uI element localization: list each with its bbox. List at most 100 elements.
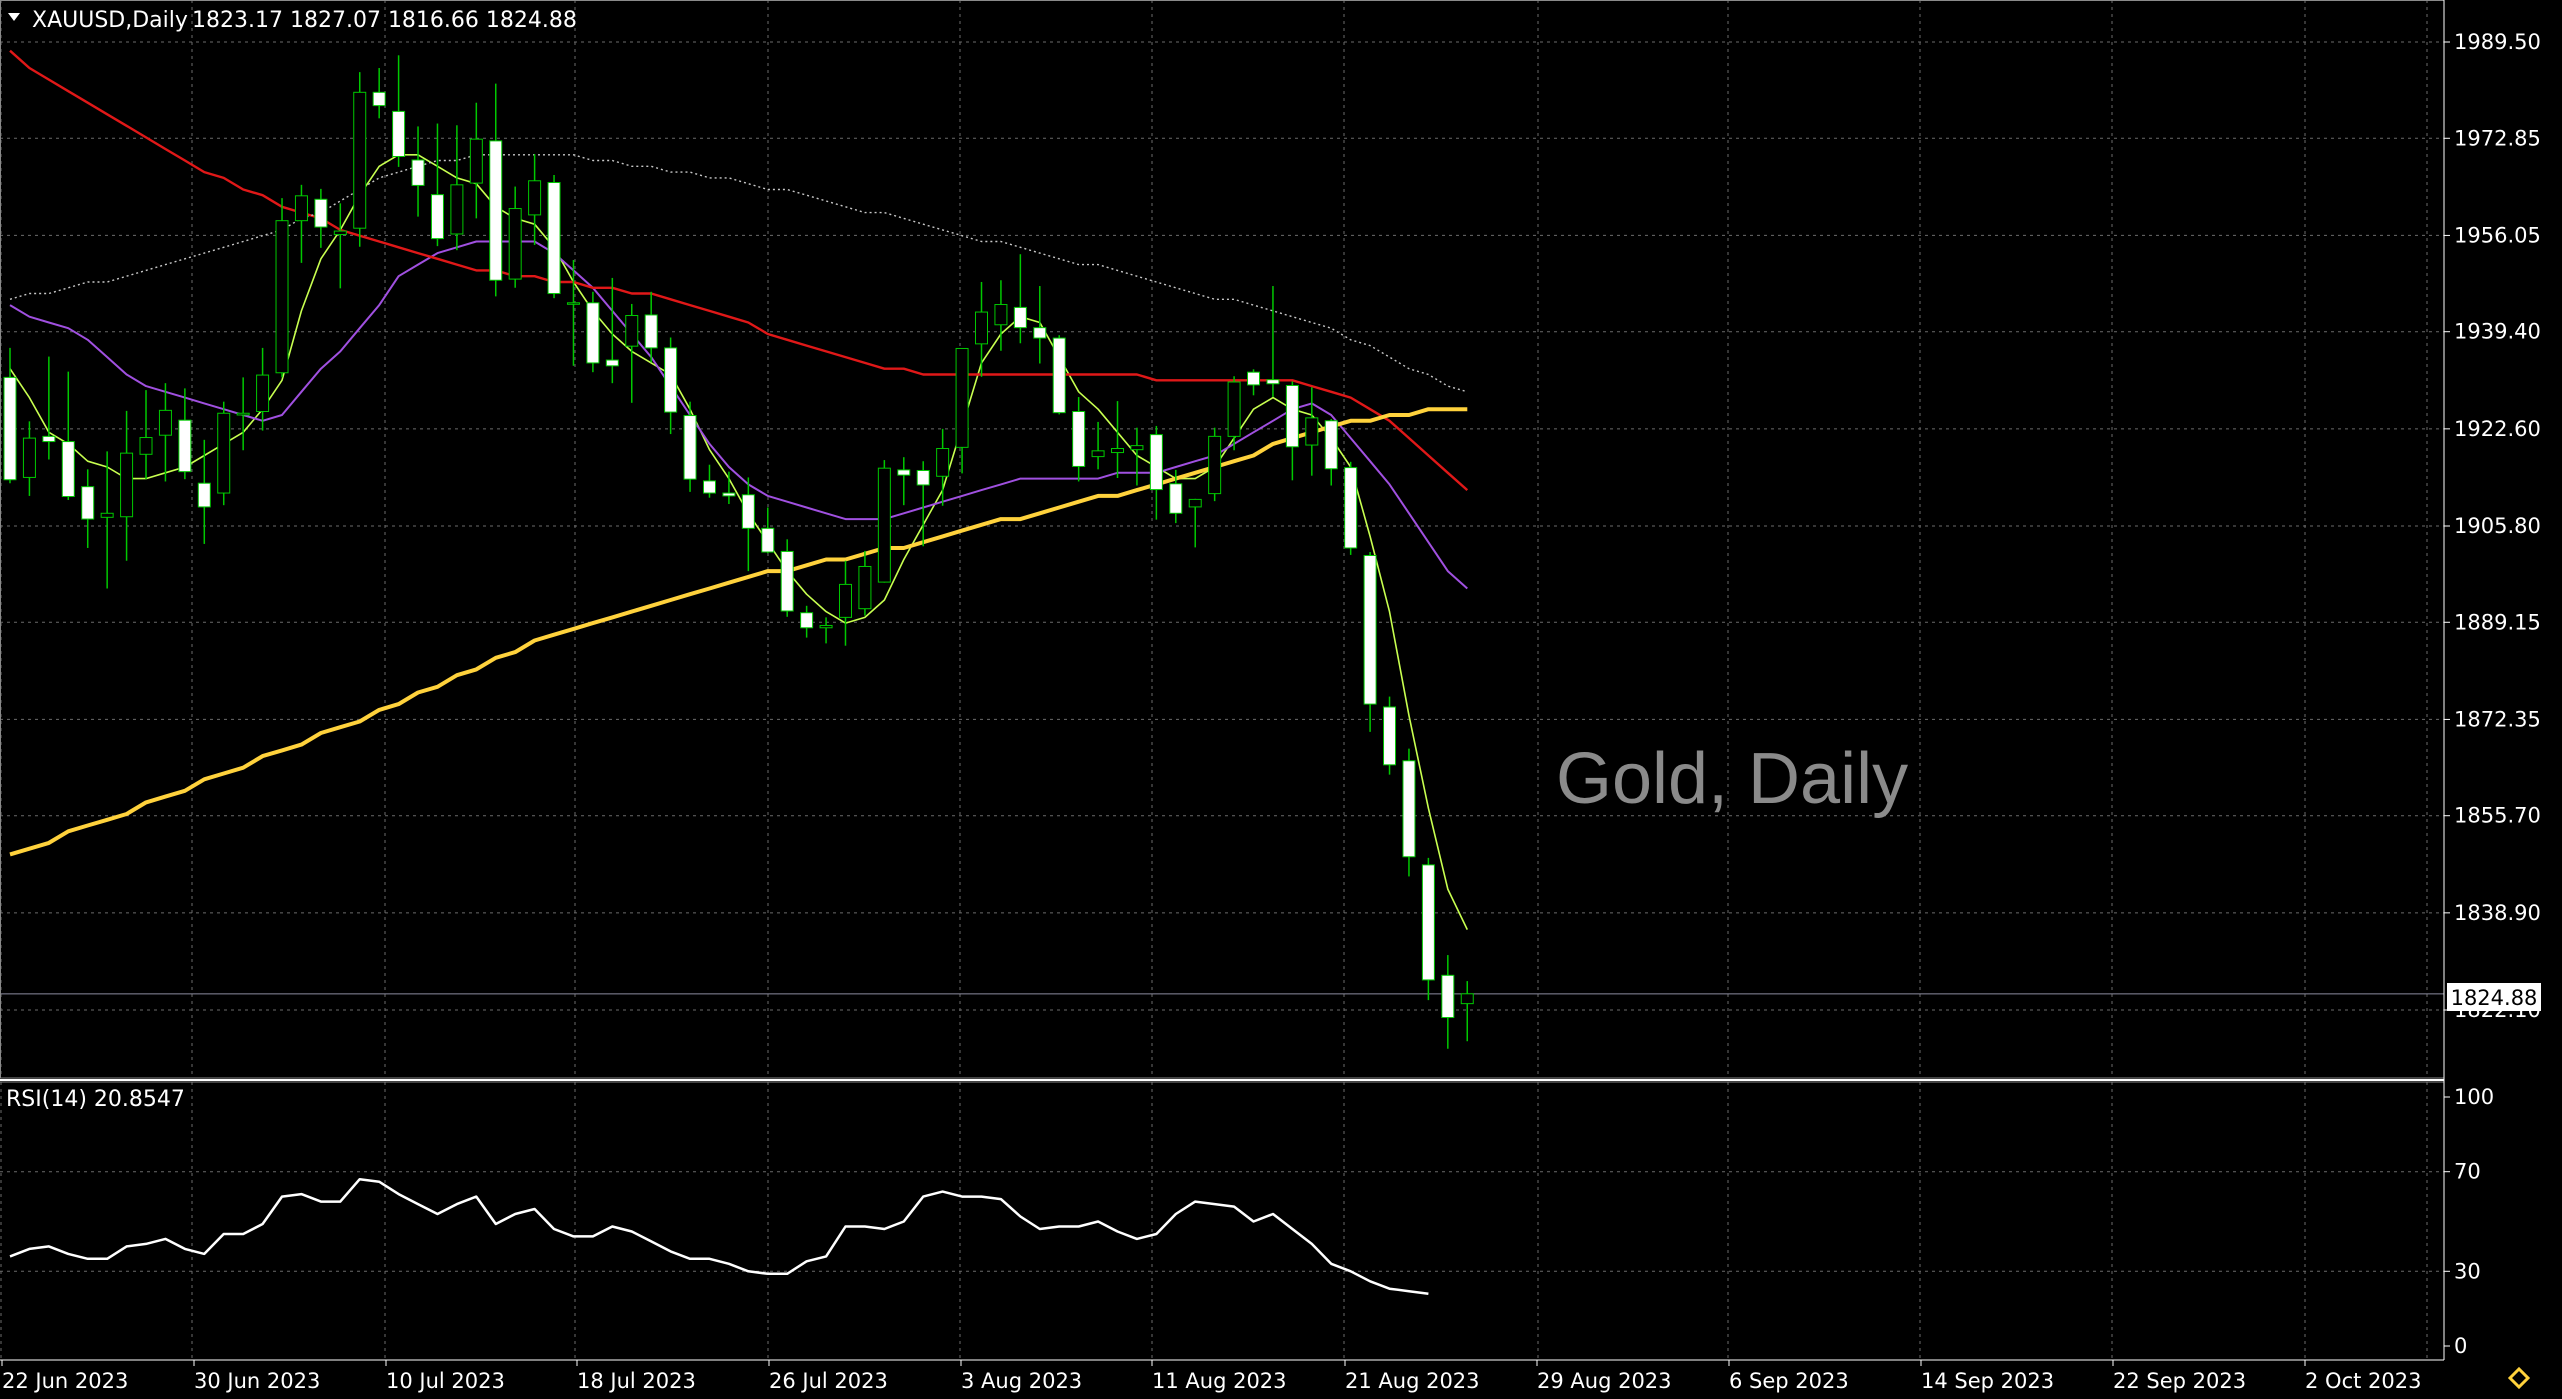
- candle: [877, 460, 891, 583]
- grid: [0, 0, 2444, 1360]
- candle-body: [508, 208, 522, 280]
- candle: [1285, 381, 1299, 481]
- candle-body: [838, 583, 852, 618]
- candle-body: [800, 612, 814, 629]
- candle-body: [644, 314, 658, 349]
- candle: [275, 198, 289, 378]
- candle-body: [197, 482, 211, 508]
- candle: [139, 390, 153, 480]
- candle-body: [528, 180, 542, 216]
- candle: [761, 507, 775, 554]
- candle-body: [664, 347, 678, 413]
- rsi-tick-label: 30: [2454, 1259, 2481, 1283]
- candle-body: [1013, 306, 1027, 329]
- candle-body: [333, 230, 347, 236]
- candle: [1247, 369, 1261, 396]
- candle-body: [916, 469, 930, 486]
- candle-body: [1033, 327, 1047, 339]
- candle: [936, 428, 950, 506]
- candle: [1111, 401, 1125, 479]
- price-tick-label: 1956.05: [2454, 223, 2541, 247]
- candle-body: [1305, 417, 1319, 446]
- date-tick-label: 26 Jul 2023: [769, 1369, 888, 1393]
- price-tick-label: 1939.40: [2454, 320, 2541, 344]
- candle: [81, 469, 95, 548]
- candle-body: [430, 194, 444, 240]
- candle-body: [897, 469, 911, 476]
- triangle-down-icon[interactable]: [8, 13, 20, 21]
- rsi-tick-label: 100: [2454, 1085, 2494, 1109]
- candle: [450, 125, 464, 251]
- candle: [158, 383, 172, 482]
- candle-body: [1266, 379, 1280, 385]
- price-tick-label: 1855.70: [2454, 804, 2541, 828]
- candle: [508, 186, 522, 288]
- price-tick-label: 1872.35: [2454, 707, 2541, 731]
- candle-body: [1383, 706, 1397, 766]
- candle: [1169, 469, 1183, 524]
- candle-body: [936, 448, 950, 477]
- candle: [741, 477, 755, 572]
- candle: [800, 605, 814, 638]
- candle: [294, 184, 308, 263]
- candle-body: [120, 452, 134, 518]
- ma-line-ma-long: [9, 407, 1468, 857]
- candle-body: [741, 494, 755, 529]
- date-tick-label: 6 Sep 2023: [1729, 1369, 1849, 1393]
- candle: [353, 72, 367, 247]
- candle-body: [1247, 371, 1261, 386]
- date-tick-label: 10 Jul 2023: [386, 1369, 505, 1393]
- candle: [489, 83, 503, 297]
- candle: [644, 291, 658, 363]
- candle-body: [450, 184, 464, 235]
- candle-body: [353, 91, 367, 229]
- rsi-label: RSI(14) 20.8547: [6, 1087, 185, 1112]
- candle: [780, 539, 794, 617]
- date-tick-label: 14 Sep 2023: [1921, 1369, 2054, 1393]
- moving-averages: [9, 49, 1469, 930]
- candle: [42, 356, 56, 460]
- candle: [1091, 421, 1105, 470]
- candle: [100, 451, 114, 589]
- candle: [392, 55, 406, 167]
- candle-body: [217, 412, 231, 494]
- candle: [314, 188, 328, 248]
- candle: [469, 102, 483, 219]
- candle-body: [1091, 450, 1105, 458]
- candle: [430, 123, 444, 247]
- candle: [3, 347, 17, 484]
- candle-body: [586, 302, 600, 364]
- main-panel-frame: [0, 0, 2445, 1079]
- date-tick-label: 22 Sep 2023: [2113, 1369, 2246, 1393]
- candle: [1305, 387, 1319, 476]
- candle-body: [1111, 448, 1125, 454]
- candle: [217, 401, 231, 506]
- ma-line-ma-mid: [9, 240, 1468, 590]
- candle-body: [81, 486, 95, 520]
- candle-body: [605, 359, 619, 367]
- candle-body: [761, 527, 775, 553]
- ohlc-label: 1823.17 1827.07 1816.66 1824.88: [192, 8, 577, 33]
- candle-body: [1441, 974, 1455, 1019]
- rsi-panel: [9, 1177, 1429, 1295]
- candle: [975, 281, 988, 377]
- candle: [1324, 419, 1338, 486]
- date-tick-label: 3 Aug 2023: [961, 1369, 1082, 1393]
- candle-body: [955, 347, 969, 448]
- candle: [372, 68, 386, 119]
- candle-body: [3, 376, 17, 481]
- candle-body: [469, 138, 483, 184]
- candle: [955, 347, 969, 474]
- candle: [605, 277, 619, 384]
- candles: [3, 55, 1474, 1049]
- candle-body: [1130, 445, 1144, 451]
- candle-body: [178, 419, 192, 473]
- candle: [702, 464, 716, 498]
- candle: [22, 421, 36, 496]
- candle-body: [411, 159, 425, 186]
- price-tick-label: 1972.85: [2454, 126, 2541, 150]
- candle: [1208, 427, 1222, 502]
- candle: [994, 280, 1008, 351]
- candle-body: [275, 220, 289, 374]
